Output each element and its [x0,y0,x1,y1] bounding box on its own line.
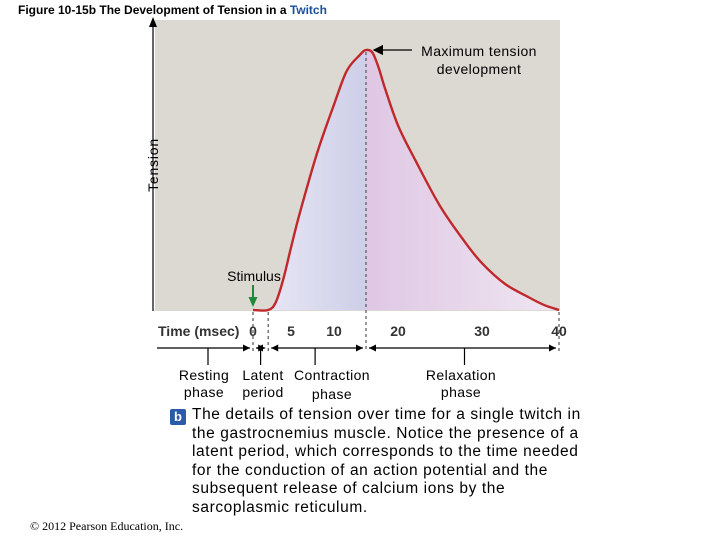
relaxation-phase-fill [366,49,559,310]
x-tick-label-10: 10 [326,323,342,339]
phase-label-relaxation-line2: phase [440,384,482,400]
figure-caption: The details of tension over time for a s… [192,406,581,516]
phase-label-contraction-line1: Contraction [294,367,370,383]
figure-title-prefix: Figure 10-15b The Development of Tension… [18,3,290,17]
phase-label-resting-line1: Resting [178,367,230,383]
stimulus-label: Stimulus [227,268,281,284]
caption-badge: b [170,409,186,425]
x-tick-label-30: 30 [474,323,490,339]
phase-label-latent: Latent period [236,367,290,401]
peak-annotation-line2: development [437,61,522,77]
phase-bracket-latent-right-arrow-icon [258,344,266,352]
figure-title-highlight: Twitch [289,3,327,17]
y-axis-arrowhead [149,17,157,27]
phase-label-latent-line2: period [242,384,284,400]
stimulus-arrow-icon [248,297,258,307]
phase-bracket-contraction-right-arrow-icon [356,344,363,352]
phase-label-contraction-line2: phase [311,386,353,402]
phase-label-relaxation-line1: Relaxation [425,367,497,383]
phase-label-contraction: Contraction phase [288,367,376,403]
figure-title: Figure 10-15b The Development of Tension… [18,3,327,17]
phase-brackets [157,344,556,365]
x-tick-label-5: 5 [287,323,295,339]
phase-label-resting-line2: phase [183,384,225,400]
phase-bracket-relaxation-left-arrow-icon [369,344,376,352]
phase-bracket-contraction-left-arrow-icon [271,344,279,352]
y-axis-label: Tension [145,138,161,192]
x-tick-label-20: 20 [390,323,406,339]
x-tick-label-0: 0 [249,323,257,339]
tension-curve [252,48,560,312]
phase-bracket-relaxation-right-arrow-icon [549,344,556,352]
copyright-notice: © 2012 Pearson Education, Inc. [30,519,184,533]
phase-label-latent-line1: Latent [242,367,284,383]
phase-bracket-resting-right-arrow-icon [243,344,250,352]
phase-label-relaxation: Relaxation phase [416,367,506,401]
peak-annotation-line1: Maximum tension [421,43,537,59]
phase-label-resting: Resting phase [172,367,236,401]
x-tick-group: 0 5 10 20 30 40 [249,323,567,339]
x-axis-label: Time (msec) [158,323,239,339]
x-tick-label-40: 40 [551,323,567,339]
